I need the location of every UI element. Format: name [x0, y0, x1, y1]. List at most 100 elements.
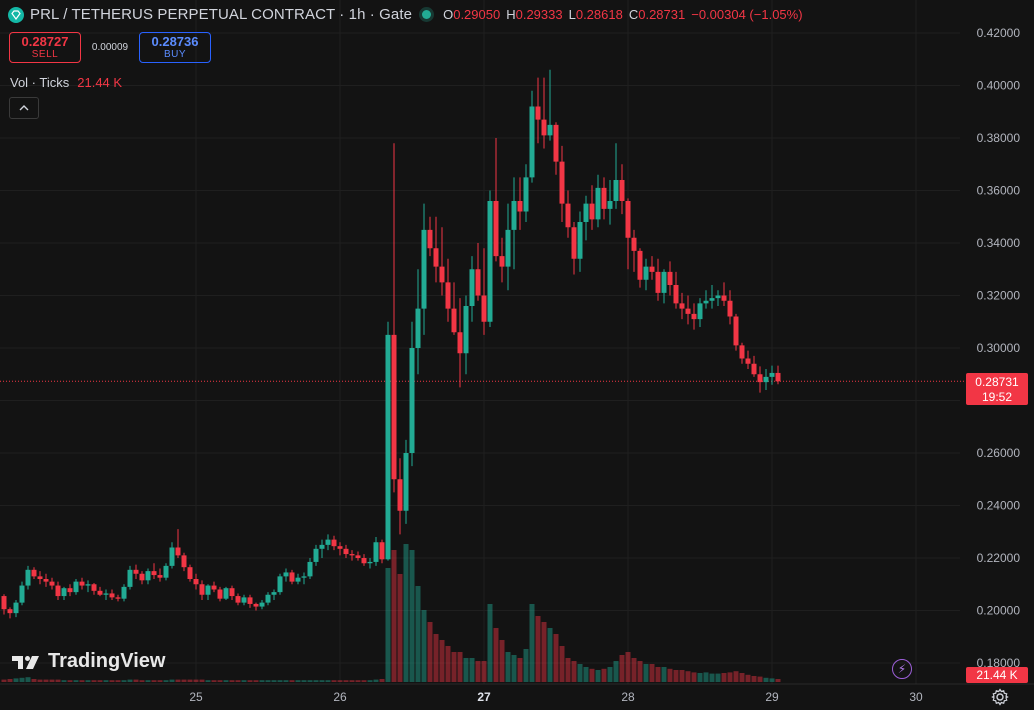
bolt-icon[interactable]: ⚡: [892, 659, 912, 679]
volume-bar: [361, 680, 367, 682]
candle-body: [199, 584, 205, 595]
candle-body: [265, 594, 271, 603]
candle-body: [637, 250, 643, 280]
volume-bar: [691, 672, 697, 682]
volume-bar: [175, 679, 181, 682]
candle-body: [487, 201, 493, 322]
candle-body: [61, 588, 67, 597]
volume-tag-label: 21.44 K: [976, 668, 1017, 682]
candle-body: [535, 106, 541, 120]
volume-bar: [337, 680, 343, 682]
price-tick-label: 0.20000: [977, 604, 1021, 618]
volume-bar: [385, 568, 391, 682]
volume-bar: [427, 622, 433, 682]
candle-body: [397, 479, 403, 511]
candle-body: [415, 308, 421, 348]
candle-body: [343, 548, 349, 555]
candle-body: [379, 542, 385, 560]
candle-body: [211, 585, 217, 590]
price-tick-label: 0.38000: [977, 131, 1021, 145]
volume-bar: [511, 655, 517, 682]
last-price-label: 0.28731: [975, 375, 1019, 389]
volume-bar: [31, 679, 37, 682]
candle-body: [661, 271, 667, 293]
candle-body: [547, 124, 553, 136]
tradingview-logo[interactable]: TradingView: [12, 650, 165, 673]
candle-body: [25, 569, 31, 586]
volume-bar: [727, 672, 733, 682]
volume-bar: [139, 680, 145, 682]
volume-legend[interactable]: Vol · Ticks 21.44 K: [10, 75, 122, 90]
volume-bar: [325, 680, 331, 682]
candle-body: [361, 558, 367, 564]
candle-body: [385, 334, 391, 560]
gear-icon[interactable]: [991, 688, 1009, 706]
candle-body: [517, 201, 523, 212]
volume-bar: [451, 652, 457, 682]
volume-bar: [661, 667, 667, 682]
volume-bar: [85, 680, 91, 682]
volume-bar: [679, 670, 685, 682]
volume-bar: [247, 680, 253, 682]
volume-bar: [697, 673, 703, 682]
sell-button[interactable]: 0.28727 SELL: [9, 32, 81, 63]
change-value: −0.00304 (−1.05%): [691, 7, 803, 22]
volume-bar: [169, 679, 175, 682]
volume-bar: [307, 680, 313, 682]
candle-body: [55, 585, 61, 597]
volume-bar: [301, 680, 307, 682]
time-tick-label: 26: [333, 690, 347, 704]
candle-body: [151, 571, 157, 576]
candle-body: [355, 555, 361, 558]
volume-bars: [1, 544, 781, 682]
volume-bar: [613, 661, 619, 682]
price-axis[interactable]: 0.42000 0.40000 0.38000 0.36000 0.34000 0.320…: [977, 26, 1021, 670]
volume-legend-value: 21.44 K: [77, 75, 123, 90]
open-label: O: [443, 7, 454, 22]
candle-body: [325, 539, 331, 545]
volume-bar: [475, 661, 481, 682]
candle-body: [37, 576, 43, 579]
candle-body: [349, 554, 355, 556]
price-tick-label: 0.22000: [977, 551, 1021, 565]
candle-body: [145, 571, 151, 581]
candle-body: [529, 106, 535, 178]
volume-bar: [733, 671, 739, 682]
volume-bar: [667, 668, 673, 682]
volume-bar: [775, 679, 781, 682]
price-tick-label: 0.18000: [977, 656, 1021, 670]
volume-bar: [289, 680, 295, 682]
candle-body: [277, 576, 283, 593]
candle-body: [559, 161, 565, 204]
volume-bar: [565, 658, 571, 682]
volume-bar: [493, 628, 499, 682]
candle-body: [235, 596, 241, 603]
candle-body: [733, 316, 739, 346]
price-tick-label: 0.36000: [977, 184, 1021, 198]
price-tick-label: 0.30000: [977, 341, 1021, 355]
candle-body: [1, 596, 7, 610]
buy-button[interactable]: 0.28736 BUY: [139, 32, 211, 63]
collapse-legend-button[interactable]: [9, 97, 39, 119]
diamond-logo-icon: [8, 6, 24, 23]
volume-bar: [331, 680, 337, 682]
volume-bar: [457, 652, 463, 682]
time-axis[interactable]: 25 26 27 28 29 30: [189, 690, 923, 704]
candle-body: [601, 187, 607, 209]
volume-bar: [151, 680, 157, 682]
candle-body: [469, 269, 475, 306]
volume-bar: [295, 680, 301, 682]
candle-body: [337, 546, 343, 549]
volume-bar: [115, 680, 121, 682]
volume-bar: [637, 661, 643, 682]
candle-body: [49, 581, 55, 586]
volume-bar: [757, 676, 763, 682]
candle-body: [463, 306, 469, 354]
candle-body: [757, 374, 763, 383]
volume-legend-label: Vol · Ticks: [10, 75, 70, 90]
volume-bar: [751, 676, 757, 682]
candle-body: [631, 237, 637, 251]
symbol-title[interactable]: PRL / TETHERUS PERPETUAL CONTRACT · 1h ·…: [30, 6, 413, 23]
volume-bar: [433, 634, 439, 682]
